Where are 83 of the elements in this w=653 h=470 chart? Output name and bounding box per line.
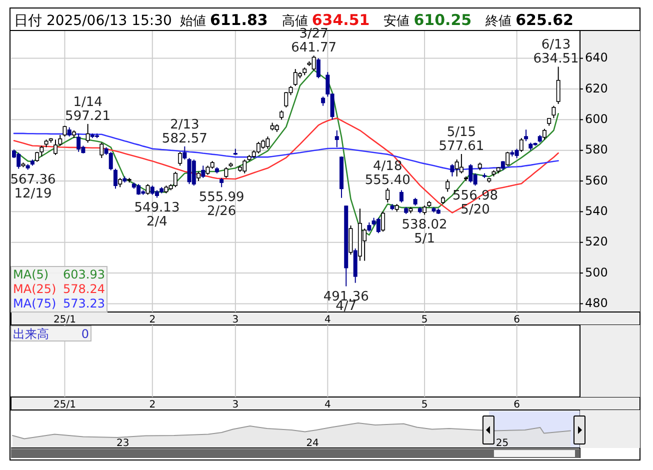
y-tick-label: 580 [585, 142, 608, 157]
text: MA(75) 573.23 [13, 296, 105, 310]
category-label: 3 [232, 400, 239, 410]
candlestick [58, 134, 62, 146]
candlestick [196, 171, 201, 182]
chart-title: 日付 2025/06/13 15:30 [14, 13, 172, 29]
candlestick [100, 142, 104, 158]
y-tick-label: 560 [585, 173, 608, 188]
candlestick [76, 132, 81, 152]
annotation: 538.02 5/1 [402, 218, 448, 247]
candlestick [542, 128, 546, 140]
candlestick [367, 222, 372, 232]
y-tick-label: 520 [585, 234, 608, 249]
text: 出来高 0 [13, 327, 89, 341]
annotation: 567.36 12/19 [10, 172, 56, 202]
candlestick [113, 168, 118, 190]
candlestick [108, 151, 113, 171]
candlestick [334, 130, 339, 148]
annotation: 555.99 2/26 [198, 190, 244, 220]
candlestick [348, 224, 353, 256]
x-tick-label: 2 [149, 314, 156, 326]
y-tick-label: 600 [585, 112, 608, 126]
candlestick [280, 110, 284, 120]
candlestick [201, 165, 206, 178]
candlestick [86, 123, 90, 144]
x-tick-label: 25 [496, 438, 509, 449]
candlestick [178, 151, 182, 166]
annotation: 549.13 2/4 [134, 200, 180, 230]
text: MA(5) 603.93 [13, 268, 105, 282]
text: 始値 611.83 [180, 11, 268, 29]
x-tick-label: 6 [514, 314, 520, 326]
candlestick [54, 139, 58, 156]
category-label: 4 [324, 400, 331, 410]
candlestick [192, 159, 196, 186]
x-tick-label: 25/1 [54, 314, 76, 326]
y-tick-label: 480 [585, 296, 608, 310]
candlestick [67, 126, 72, 138]
category-label: 2 [149, 400, 156, 410]
annotation: 2/13 582.57 [162, 117, 208, 146]
candlestick [524, 129, 528, 142]
candlestick [446, 178, 450, 192]
candlestick [450, 164, 454, 177]
text: 安値 610.25 [384, 11, 472, 29]
annotation: 1/14 597.21 [65, 94, 111, 124]
candlestick [376, 217, 380, 234]
y-tick-label: 500 [585, 265, 608, 280]
candlestick [381, 211, 386, 232]
candlestick [552, 105, 556, 119]
text: 高値 634.51 [282, 11, 370, 29]
candlestick [146, 184, 150, 196]
candlestick [173, 171, 178, 188]
x-tick-label: 5 [421, 314, 428, 326]
category-label: 6 [514, 400, 520, 410]
text: MA(25) 578.24 [13, 282, 105, 296]
candlestick [118, 177, 122, 188]
candlestick [220, 177, 224, 188]
candlestick [422, 205, 427, 216]
y-tick-label: 640 [585, 50, 608, 65]
x-tick-label: 4 [324, 314, 331, 326]
candlestick [506, 151, 510, 166]
annotation: 6/13 634.51 [533, 38, 579, 67]
x-tick-label: 23 [116, 438, 130, 449]
category-label: 5 [421, 400, 428, 410]
candlestick [316, 58, 320, 79]
annotation: 491.36 4/7 [323, 289, 369, 314]
candlestick [500, 160, 505, 171]
category-label: 25/1 [54, 400, 76, 410]
annotation: 3/27 641.77 [291, 26, 337, 56]
candlestick [321, 96, 326, 106]
candlestick [386, 188, 390, 203]
candlestick [182, 146, 187, 160]
text: 終値 625.62 [484, 11, 574, 29]
annotation: 4/18 555.40 [364, 159, 410, 188]
candlestick [556, 66, 560, 104]
annotation: 5/15 577.61 [438, 125, 484, 154]
y-tick-label: 540 [585, 204, 608, 218]
candlestick [519, 138, 524, 152]
candlestick [459, 154, 464, 174]
candlestick [399, 190, 404, 203]
x-tick-label: 24 [306, 438, 319, 449]
x-tick-label: 3 [232, 314, 239, 326]
y-tick-label: 620 [585, 81, 608, 96]
candlestick [224, 166, 228, 178]
